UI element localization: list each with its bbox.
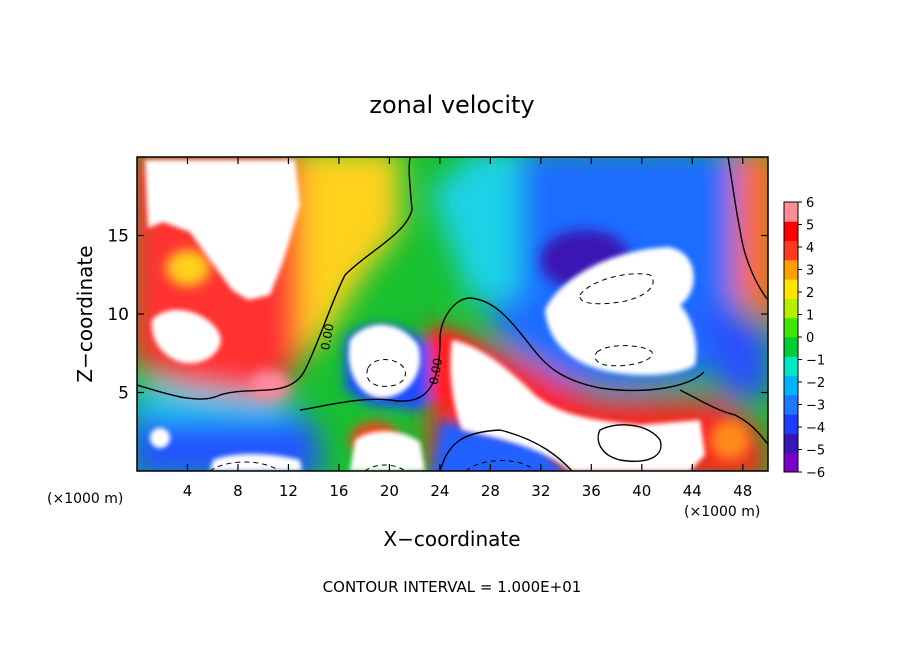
x-tick-label: 44 (683, 482, 702, 500)
x-tick-label: 48 (733, 482, 752, 500)
colorbar-swatch (784, 298, 798, 319)
masked-upper-right (545, 247, 697, 376)
y-axis-ticks: 5 10 15 (107, 227, 768, 404)
contour-label: 0.00 (427, 357, 445, 386)
region-blue-right-lower (700, 300, 768, 400)
colorbar-swatch (784, 240, 798, 261)
colorbar-tick-label: −3 (806, 399, 825, 414)
region-cyan-upper (430, 157, 520, 300)
colorbar-swatch (784, 375, 798, 396)
masked-left-small (150, 428, 170, 448)
colorbar-tick-label: 4 (806, 241, 814, 256)
colorbar-tick-label: −5 (806, 444, 825, 459)
colorbar-tick-label: −6 (806, 466, 825, 481)
x-tick-label: 16 (329, 482, 348, 500)
dashed-loop-upper-right (579, 273, 654, 305)
colorbar-swatch (784, 317, 798, 338)
region-positive-right-edge (735, 157, 768, 322)
colorbar-swatch (784, 202, 798, 222)
x-tick-label: 28 (481, 482, 500, 500)
colorbar-swatch (784, 452, 798, 473)
contour-zero-right-lower (679, 389, 768, 445)
contour-label-group: 0.00 0.00 (318, 322, 445, 385)
masked-bottom-center (350, 431, 425, 471)
colorbar-tick-label: 1 (806, 309, 814, 324)
dashed-loop-right (594, 345, 653, 367)
colorbar-tick-label: −4 (806, 421, 825, 436)
contour-zero-lower (439, 429, 573, 471)
colorbar-frame (783, 201, 799, 473)
core-pink-left (250, 371, 290, 399)
dashed-bottom-mid (364, 464, 406, 471)
x-tick-label: 32 (531, 482, 550, 500)
colorbar-swatch (784, 337, 798, 357)
contour-positive-small (597, 424, 662, 462)
colorbar-swatch (784, 259, 798, 280)
velocity-field (137, 157, 768, 471)
colorbar-swatch (784, 356, 798, 377)
colorbar-swatch (784, 279, 798, 299)
contour-zero-right (727, 157, 768, 301)
colorbar-tick-label: 3 (806, 264, 814, 279)
x-unit-label-left: (×1000 m) (47, 491, 123, 507)
region-transition-left (300, 157, 400, 360)
core-yellow-lower-right (710, 420, 750, 460)
colorbar-swatch (784, 414, 798, 434)
contour-interval-note: CONTOUR INTERVAL = 1.000E+01 (323, 578, 582, 596)
colorbar-swatch (784, 221, 798, 242)
colorbar-tick-label: 5 (806, 219, 814, 234)
colorbar-swatch (784, 394, 798, 415)
contour-lines (137, 157, 768, 471)
region-cyan-lower (140, 380, 300, 420)
x-axis-ticks: 4 8 12 16 20 24 28 32 36 40 44 48 (183, 157, 752, 500)
x-tick-label: 40 (632, 482, 651, 500)
colorbar-swatch (784, 433, 798, 454)
colorbar: 6 5 4 3 2 1 0 −1 −2 −3 −4 −5 −6 (784, 196, 825, 481)
masked-lower-center (450, 340, 705, 471)
x-tick-label: 12 (279, 482, 298, 500)
x-tick-label: 4 (183, 482, 193, 500)
dashed-loop-center (366, 359, 406, 387)
masked-left-mid (151, 309, 221, 364)
x-axis-label: X−coordinate (383, 527, 520, 551)
colorbar-tick-label: 2 (806, 286, 814, 301)
y-axis-label: Z−coordinate (73, 245, 97, 382)
y-tick-label: 5 (118, 384, 129, 404)
chart-title: zonal velocity (369, 91, 534, 119)
masked-upper-left (145, 160, 300, 300)
core-positive-max (166, 250, 210, 286)
masked-center (348, 324, 421, 398)
contour-label: 0.00 (318, 322, 336, 351)
x-tick-label: 36 (582, 482, 601, 500)
x-tick-label: 24 (430, 482, 449, 500)
colorbar-tick-label: −2 (806, 376, 825, 391)
contour-zero-center (299, 297, 705, 411)
contour-negative-dashed (209, 273, 654, 471)
y-tick-label: 10 (107, 305, 129, 325)
colorbar-tick-label: −1 (806, 354, 825, 369)
colorbar-tick-label: 0 (806, 331, 814, 346)
dashed-bottom-center (465, 460, 536, 471)
ring-blue-lower-center (431, 420, 564, 471)
dashed-bottom-left (209, 461, 281, 471)
colorbar-tick-label: 6 (806, 196, 814, 211)
x-tick-label: 8 (233, 482, 243, 500)
contour-zero-main (137, 157, 413, 400)
y-tick-label: 15 (107, 227, 129, 247)
x-unit-label-right: (×1000 m) (684, 504, 760, 520)
x-tick-label: 20 (380, 482, 399, 500)
